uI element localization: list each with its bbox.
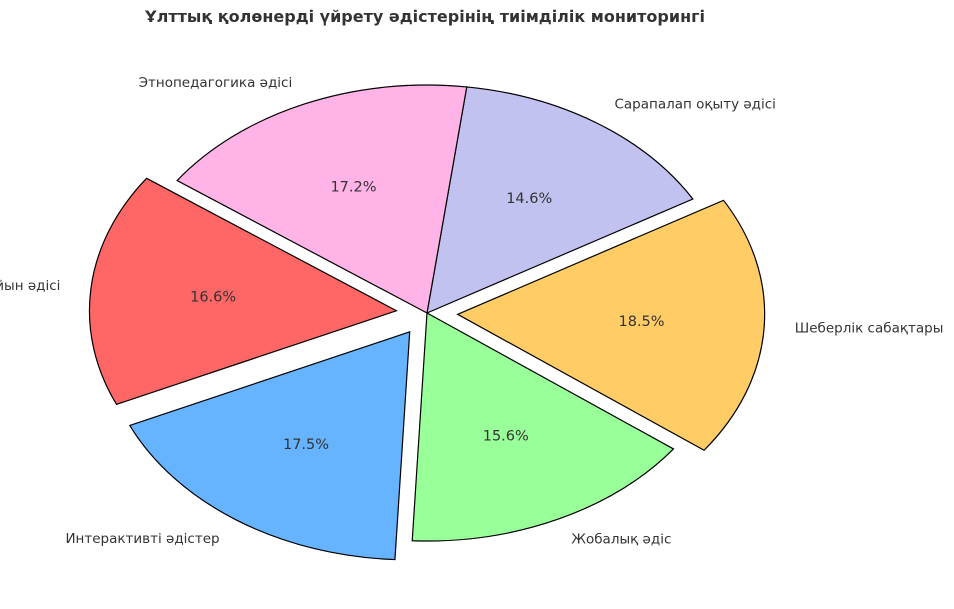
pie-percent-label-4: 15.6% [483,429,529,445]
pie-percent-label-1: 17.2% [330,180,376,196]
pie-category-label-1: Этнопедагогика әдісі [139,75,293,91]
pie-category-label-3: Интерактивті әдістер [65,531,219,547]
pie-slice-1 [176,84,468,314]
pie-slice-5 [456,199,766,451]
pie-category-label-0: Сарапалап оқыту әдісі [614,96,775,112]
pie-slice-0 [426,86,694,314]
pie-slice-4 [411,312,675,542]
pie-percent-label-3: 17.5% [283,437,329,453]
pie-category-label-4: Жобалық әдіс [571,532,671,548]
pie-percent-label-0: 14.6% [506,191,552,207]
pie-percent-label-5: 18.5% [619,314,665,330]
pie-percent-label-2: 16.6% [190,289,236,305]
pie-slice-2 [88,177,398,406]
pie-category-label-5: Шеберлік сабақтары [795,321,944,337]
chart-title: Ұлттық қолөнерді үйрету әдістерінің тиім… [144,7,705,26]
pie-slices [88,84,766,561]
pie-category-label-2: Ойын әдісі [0,278,60,294]
pie-slice-3 [128,330,411,561]
pie-labels: 14.6% Сарапалап оқыту әдісі 17.2% Этнопедаг… [0,75,943,548]
